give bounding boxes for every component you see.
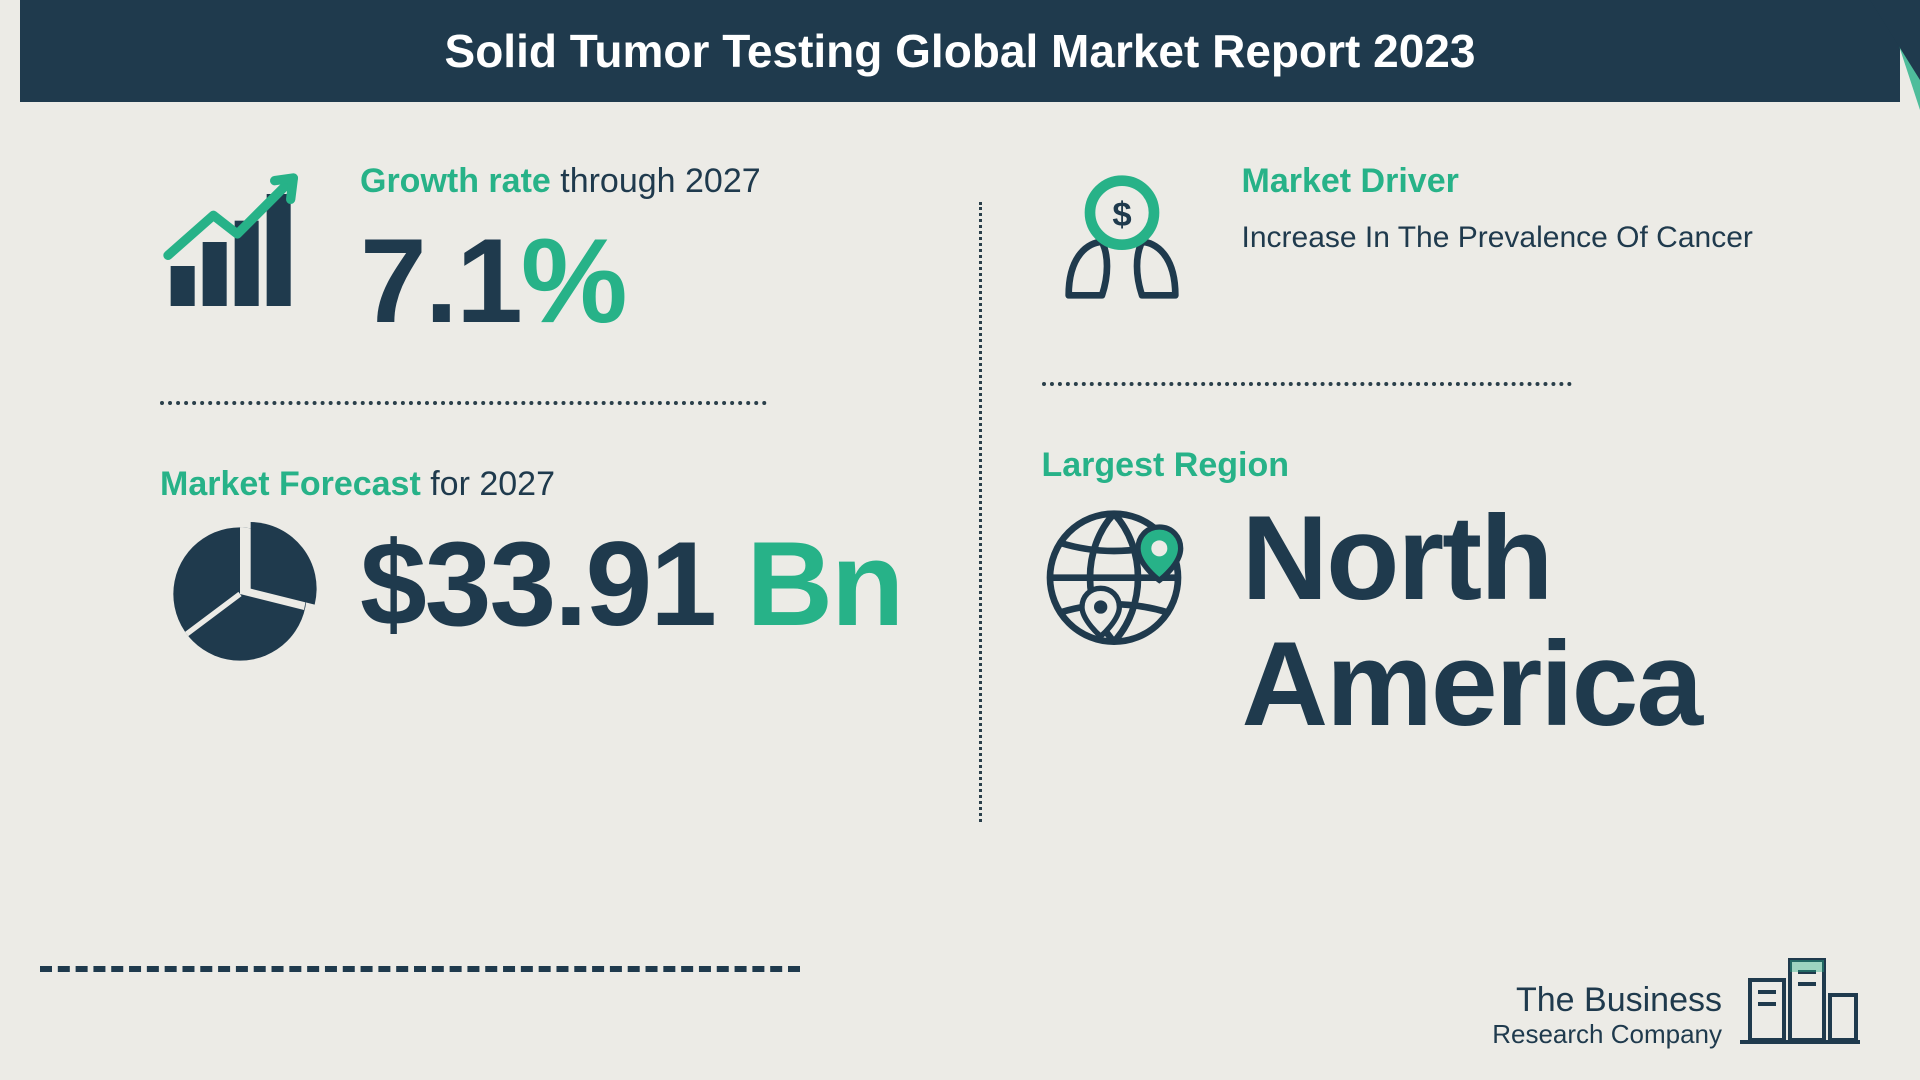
forecast-label-b: for 2027: [421, 465, 555, 503]
largest-region-section: Largest Region: [1042, 446, 1801, 747]
logo-text: The Business Research Company: [1492, 981, 1722, 1050]
driver-label: Market Driver: [1242, 162, 1753, 201]
region-value-line1: North: [1242, 495, 1702, 621]
growth-value-unit: %: [521, 214, 626, 348]
pie-chart-icon: [160, 514, 320, 674]
left-column: Growth rate through 2027 7.1% Market For…: [160, 162, 919, 1080]
growth-label-b: through 2027: [551, 162, 761, 200]
dotted-divider: [160, 401, 767, 405]
growth-rate-section: Growth rate through 2027 7.1%: [160, 162, 919, 341]
report-title: Solid Tumor Testing Global Market Report…: [445, 25, 1476, 77]
logo-buildings-icon: [1740, 940, 1860, 1050]
content-area: Growth rate through 2027 7.1% Market For…: [0, 102, 1920, 1080]
forecast-value: $33.91 Bn: [360, 524, 902, 644]
forecast-label-a: Market Forecast: [160, 465, 421, 503]
dotted-divider: [1042, 382, 1573, 386]
corner-accent-dark: [1870, 0, 1920, 80]
svg-text:$: $: [1112, 196, 1131, 234]
company-logo: The Business Research Company: [1492, 940, 1860, 1050]
logo-line2: Research Company: [1492, 1020, 1722, 1050]
logo-line1: The Business: [1492, 981, 1722, 1020]
hands-money-icon: $: [1042, 162, 1202, 322]
growth-value: 7.1%: [360, 221, 761, 341]
report-title-bar: Solid Tumor Testing Global Market Report…: [20, 0, 1900, 102]
region-value-line2: America: [1242, 621, 1702, 747]
growth-label: Growth rate through 2027: [360, 162, 761, 201]
driver-label-a: Market Driver: [1242, 162, 1459, 200]
growth-value-number: 7.1: [360, 214, 521, 348]
globe-pin-icon: [1042, 495, 1202, 655]
vertical-divider: [979, 202, 982, 822]
forecast-value-unit: Bn: [715, 517, 902, 651]
region-value: North America: [1242, 495, 1702, 747]
region-label-a: Largest Region: [1042, 446, 1289, 484]
forecast-section: Market Forecast for 2027 $33.91 Bn: [160, 465, 919, 674]
driver-desc: Increase In The Prevalence Of Cancer: [1242, 221, 1753, 255]
growth-chart-icon: [160, 162, 320, 322]
region-label: Largest Region: [1042, 446, 1801, 485]
forecast-label: Market Forecast for 2027: [160, 465, 919, 504]
forecast-value-number: $33.91: [360, 517, 715, 651]
growth-label-a: Growth rate: [360, 162, 551, 200]
market-driver-section: $ Market Driver Increase In The Prevalen…: [1042, 162, 1801, 322]
bottom-dash-line: [40, 966, 800, 972]
